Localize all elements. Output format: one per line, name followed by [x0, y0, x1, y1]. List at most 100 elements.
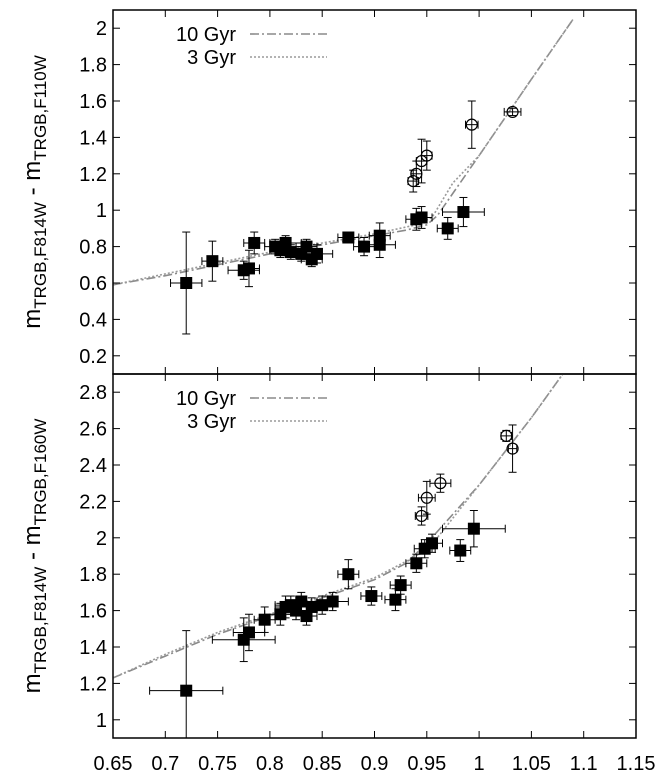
bottom-ytick-label: 1.8 [79, 564, 107, 586]
bottom-data-point [360, 586, 383, 606]
top-data-point [420, 140, 433, 171]
filled-square-marker [310, 247, 323, 260]
top-ytick-label: 1.6 [79, 91, 107, 113]
open-circle-marker [415, 509, 428, 523]
top-ylabel-sub2: TRGB,F110W [31, 55, 50, 160]
bottom-axes-frame [112, 373, 637, 739]
top-ylabel-mid: - m [19, 161, 46, 202]
top-panel: 0.20.40.60.811.21.41.61.82 10 Gyr 3 Gyr … [19, 9, 637, 375]
filled-square-marker [457, 206, 470, 219]
top-data-point [503, 105, 522, 119]
bottom-plot-area [112, 373, 637, 739]
x-tick-label: 1.15 [617, 753, 655, 775]
top-data-point [170, 231, 203, 335]
top-isochrone-3gyr [113, 18, 574, 286]
bottom-data-point [417, 480, 436, 515]
open-circle-marker [420, 491, 433, 504]
bottom-isochrone-10gyr [113, 374, 564, 679]
filled-square-marker [248, 236, 261, 249]
filled-square-marker [258, 613, 271, 626]
top-ytick-label: 0.2 [79, 346, 107, 368]
top-data-point [436, 216, 459, 240]
filled-square-marker [426, 537, 439, 550]
bottom-series-group [113, 374, 564, 738]
filled-square-marker [373, 229, 386, 242]
filled-square-marker [279, 236, 292, 249]
bottom-ylabel-sub2: TRGB,F160W [31, 419, 50, 526]
open-circle-marker [465, 118, 478, 131]
bottom-ytick-label: 1 [96, 710, 107, 732]
filled-square-marker [242, 262, 255, 275]
bottom-ytick-label: 1.2 [79, 673, 107, 695]
open-circle-marker [500, 429, 513, 442]
bottom-ytick-label: 1.4 [79, 637, 107, 659]
top-data-point [368, 222, 391, 249]
filled-square-marker [467, 522, 480, 535]
top-data-point [465, 100, 479, 149]
bottom-ytick-label: 2.6 [79, 419, 107, 441]
bottom-data-point [500, 429, 513, 442]
open-circle-marker [420, 149, 433, 162]
top-ytick-label: 0.4 [79, 309, 107, 331]
filled-square-marker [295, 595, 308, 608]
filled-square-marker [284, 246, 297, 259]
bottom-data-point [232, 613, 266, 652]
x-tick-label: 0.65 [94, 753, 133, 775]
bottom-ytick-label: 2 [96, 528, 107, 550]
x-tick-label: 0.75 [198, 753, 237, 775]
x-tick-label: 0.8 [256, 753, 284, 775]
top-legend: 10 Gyr 3 Gyr [176, 24, 327, 69]
x-tick-label: 0.7 [151, 753, 179, 775]
bottom-y-axis-ticks: 1 1.2 1.4 1.6 1.8 2 2.2 2.4 2.6 2.8 [79, 382, 636, 732]
top-data-point [201, 240, 224, 282]
top-ytick-label: 1.2 [79, 164, 107, 186]
top-ytick-label: 1.8 [79, 55, 107, 77]
top-plot-area [112, 9, 637, 375]
bottom-ylabel-m1: m [19, 673, 46, 693]
top-series-group [113, 18, 574, 335]
top-data-point [441, 196, 485, 228]
bottom-ytick-label: 2.8 [79, 382, 107, 404]
bottom-ylabel-sub1: TRGB,F814W [31, 567, 50, 674]
top-ytick-label: 1 [96, 200, 107, 222]
top-data-point [410, 206, 433, 229]
open-circle-marker [434, 477, 447, 490]
bottom-ylabel-mid: - m [19, 525, 46, 566]
bottom-ytick-label: 2.4 [79, 455, 107, 477]
filled-square-marker [394, 579, 407, 592]
x-tick-label: 0.85 [303, 753, 342, 775]
top-ytick-label: 2 [96, 18, 107, 40]
bottom-data-point [149, 630, 224, 738]
filled-square-marker [206, 255, 219, 268]
bottom-data-point [389, 575, 412, 595]
filled-square-marker [316, 599, 329, 612]
filled-square-marker [441, 222, 454, 235]
filled-square-marker [326, 595, 339, 608]
top-ytick-label: 0.8 [79, 237, 107, 259]
filled-square-marker [342, 568, 355, 581]
filled-square-marker [300, 610, 313, 623]
top-legend-label-10gyr: 10 Gyr [176, 24, 236, 46]
top-data-point [337, 231, 360, 244]
top-isochrone-10gyr [113, 18, 574, 286]
filled-square-marker [415, 211, 428, 224]
top-ytick-label: 1.4 [79, 127, 107, 149]
filled-square-marker [365, 590, 378, 603]
filled-square-marker [389, 593, 402, 606]
bottom-panel: 11.21.41.61.822.22.42.62.8 0.65 0.7 0.75 0.… [19, 373, 655, 775]
bottom-data-point [337, 559, 360, 590]
bottom-legend-label-10gyr: 10 Gyr [176, 388, 236, 410]
x-tick-label: 1 [474, 753, 485, 775]
top-legend-label-3gyr: 3 Gyr [187, 47, 236, 69]
x-tick-label: 1.05 [512, 753, 551, 775]
bottom-data-point [316, 591, 349, 612]
top-ylabel-sub1: TRGB,F814W [31, 202, 50, 309]
bottom-data-point [441, 510, 506, 548]
bottom-data-point [405, 553, 428, 573]
top-ytick-label: 0.6 [79, 273, 107, 295]
top-data-point [300, 244, 334, 264]
x-tick-label: 0.95 [407, 753, 446, 775]
filled-square-marker [342, 231, 355, 244]
bottom-data-point [429, 473, 452, 493]
bottom-data-point [421, 533, 443, 553]
